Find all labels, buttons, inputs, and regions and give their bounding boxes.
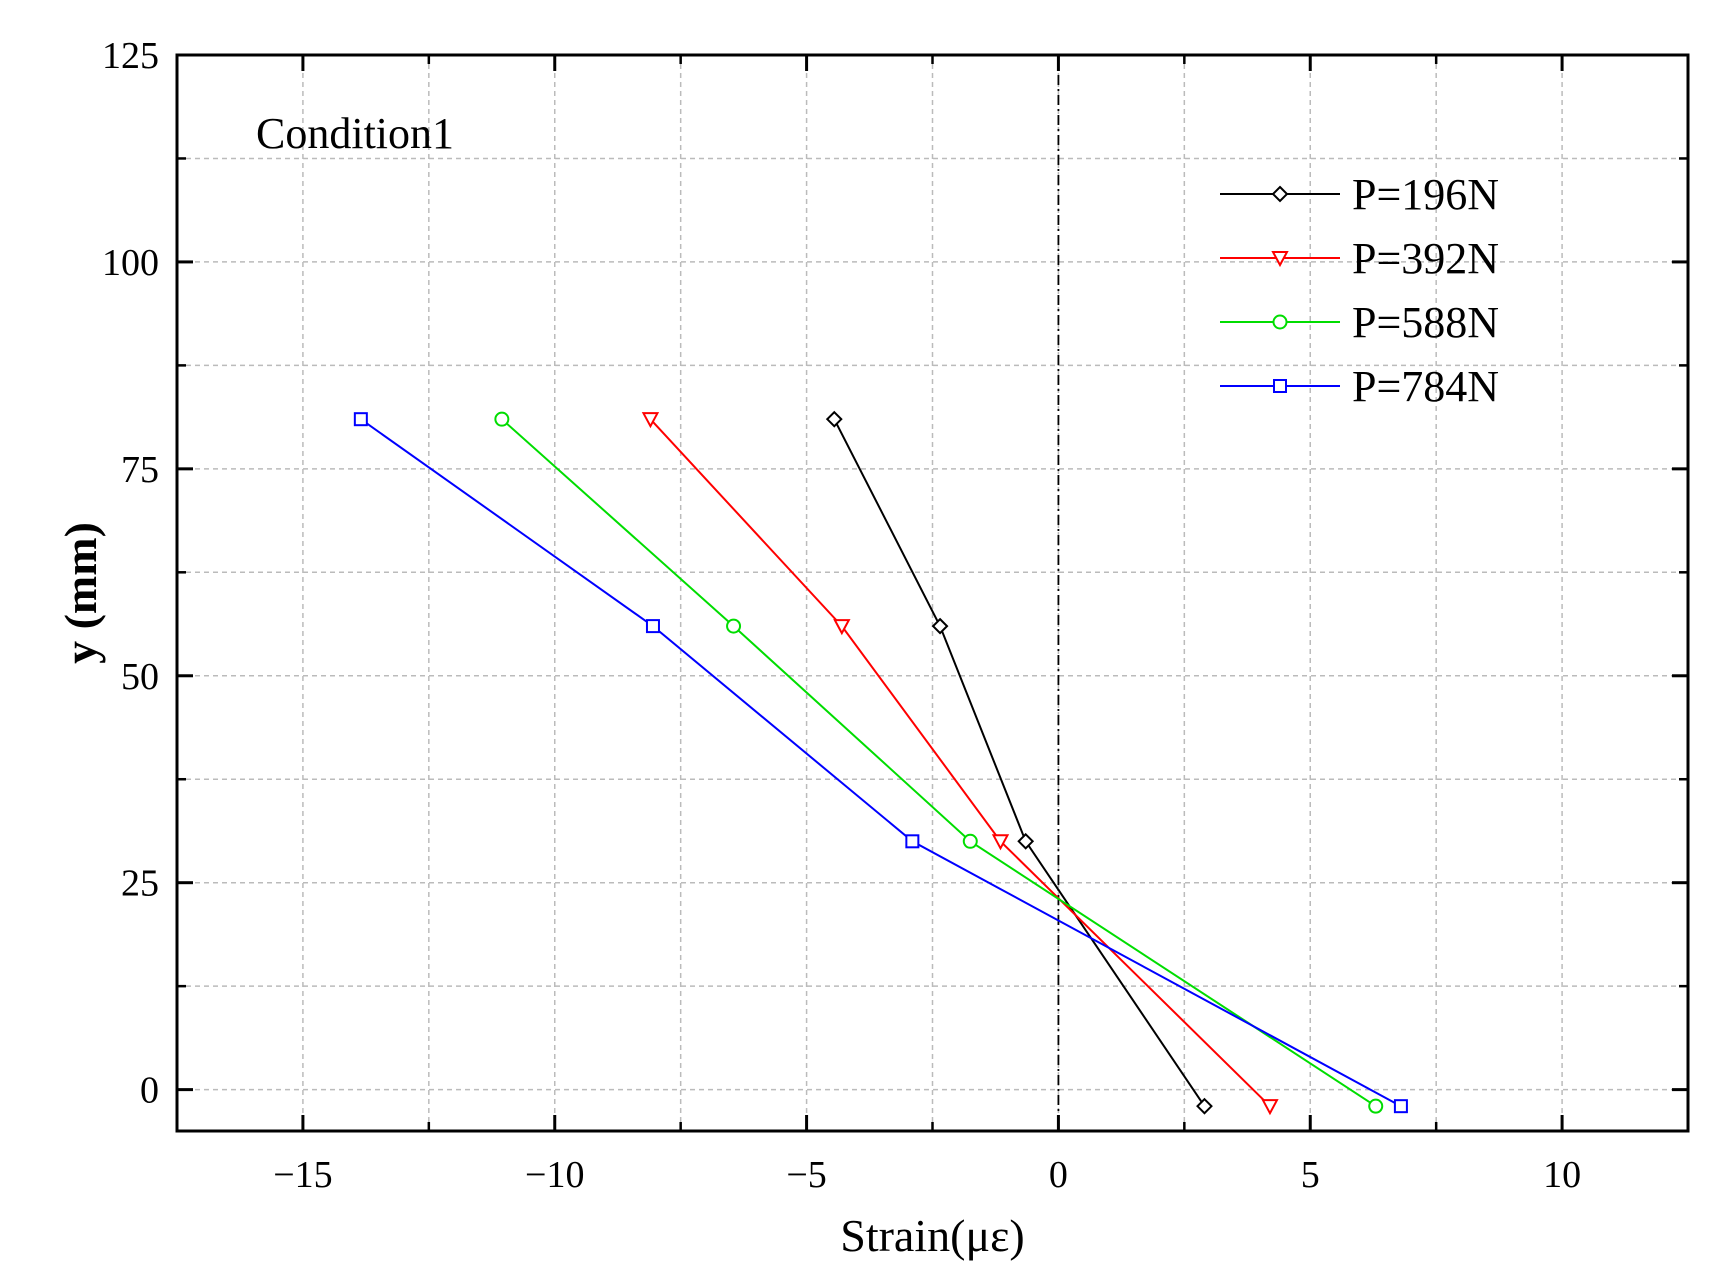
y-tick-label: 25 <box>121 863 159 905</box>
data-point-circle <box>726 618 742 634</box>
series-p-392n <box>641 412 1279 1116</box>
legend-label: P=784N <box>1352 362 1499 411</box>
data-point-triangle <box>641 412 660 429</box>
series-line <box>360 418 1402 1108</box>
series-p-784n <box>353 412 1408 1114</box>
data-point-triangle <box>833 619 851 636</box>
y-tick-label: 50 <box>121 656 159 698</box>
x-tick-label: −5 <box>786 1154 826 1196</box>
legend-label: P=196N <box>1352 170 1499 219</box>
legend-marker <box>1273 379 1287 393</box>
data-point-square <box>353 412 368 427</box>
series-p-196n <box>825 410 1213 1115</box>
legend-label: P=392N <box>1352 234 1499 283</box>
legend-item: P=784N <box>1220 362 1499 411</box>
legend-item: P=588N <box>1220 298 1499 347</box>
legend-marker <box>1271 185 1289 203</box>
data-point-square <box>645 619 660 634</box>
series-line <box>649 418 1271 1107</box>
data-point-diamond <box>1017 832 1035 850</box>
data-point-circle <box>962 833 978 849</box>
condition-annotation: Condition1 <box>256 109 454 158</box>
data-point-circle <box>1368 1098 1384 1114</box>
legend-label: P=588N <box>1352 298 1499 347</box>
y-tick-label: 0 <box>140 1070 159 1112</box>
series-p-588n <box>494 411 1384 1114</box>
data-point-diamond <box>825 410 843 428</box>
ticks <box>177 53 1688 1131</box>
series-line <box>833 418 1206 1107</box>
y-tick-label: 75 <box>121 449 159 491</box>
legend: P=196N P=392N P=588N P=784N <box>1220 170 1499 411</box>
x-tick-label: 10 <box>1543 1154 1581 1196</box>
legend-marker <box>1271 251 1289 268</box>
data-point-circle <box>494 411 510 427</box>
y-tick-label: 125 <box>102 35 159 77</box>
x-tick-label: 5 <box>1301 1154 1320 1196</box>
y-axis-title: y (mm) <box>55 522 106 664</box>
data-point-triangle <box>1261 1099 1279 1116</box>
y-tick-label: 100 <box>102 242 159 284</box>
x-tick-label: −10 <box>525 1154 584 1196</box>
data-point-diamond <box>1196 1097 1213 1115</box>
legend-marker <box>1272 314 1288 330</box>
data-point-square <box>905 834 920 849</box>
data-point-diamond <box>931 617 949 635</box>
data-point-square <box>1393 1099 1408 1114</box>
legend-item: P=196N <box>1220 170 1499 219</box>
data-point-triangle <box>991 834 1010 851</box>
x-axis-title: Strain(με) <box>840 1210 1025 1261</box>
series-group <box>353 410 1408 1116</box>
x-tick-label: −15 <box>273 1154 332 1196</box>
x-tick-label: 0 <box>1049 1154 1068 1196</box>
legend-item: P=392N <box>1220 234 1499 283</box>
series-line <box>501 418 1377 1108</box>
